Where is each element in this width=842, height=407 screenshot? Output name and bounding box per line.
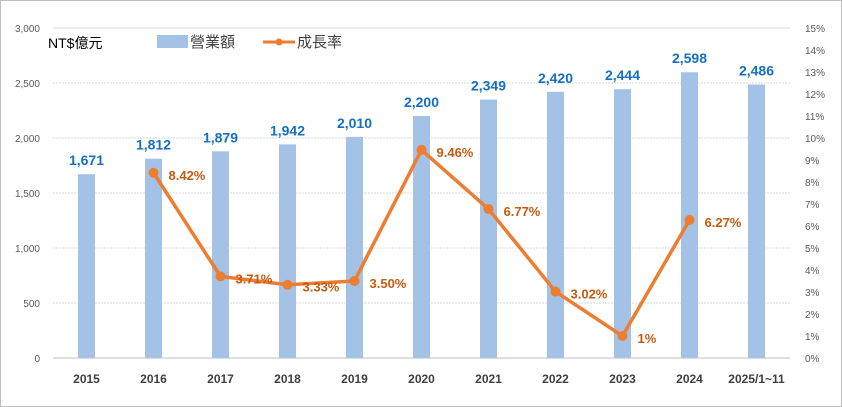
right-tick-label: 0%	[805, 354, 820, 365]
left-tick-label: 3,000	[15, 24, 40, 35]
bar-data-label: 2,598	[672, 50, 707, 66]
bar	[413, 116, 430, 358]
right-tick-label: 15%	[805, 24, 825, 35]
line-data-label: 3.33%	[303, 280, 340, 295]
line-data-label: 3.02%	[571, 287, 608, 302]
line-data-label: 9.46%	[437, 145, 474, 160]
legend-label-line: 成長率	[297, 34, 342, 51]
line-marker	[483, 204, 494, 215]
unit-label: NT$億元	[48, 35, 102, 51]
left-tick-label: 1,500	[15, 189, 40, 200]
legend-marker-line	[275, 38, 283, 46]
bar-data-label: 2,010	[337, 115, 372, 131]
bar-data-labels: 1,671 1,812 1,879 1,942 2,010 2,200 2,349 2,420…	[69, 50, 774, 168]
legend-label-bar: 營業額	[190, 34, 235, 51]
bar	[212, 151, 229, 358]
line-marker	[617, 331, 628, 341]
left-tick-label: 2,500	[15, 79, 40, 90]
bar-data-label: 1,671	[69, 152, 104, 168]
line-data-label: 6.77%	[504, 204, 541, 219]
x-tick-label: 2015	[73, 372, 100, 386]
x-axis: 2015 2016 2017 2018 2019 2020 2021 2022 2023 2024…	[73, 372, 785, 386]
line-data-label: 8.42%	[169, 168, 206, 183]
bar-data-label: 2,200	[404, 94, 439, 110]
line-marker	[215, 271, 226, 282]
line-marker	[684, 215, 695, 226]
x-tick-label: 2017	[207, 372, 234, 386]
left-tick-label: 1,000	[15, 244, 40, 255]
x-tick-label: 2024	[676, 372, 703, 386]
right-tick-label: 3%	[805, 288, 820, 299]
bar-data-label: 2,486	[739, 63, 774, 79]
bar	[346, 136, 363, 358]
line-data-label: 1%	[638, 331, 657, 346]
line-marker	[282, 279, 293, 290]
bar	[614, 89, 631, 358]
bar-data-label: 2,349	[471, 78, 506, 94]
bar	[748, 84, 765, 358]
bar-data-label: 2,444	[605, 67, 640, 83]
left-axis: 0 500 1,000 1,500 2,000 2,500 3,000	[15, 24, 40, 365]
line-marker	[550, 286, 561, 297]
bar	[547, 91, 564, 359]
x-tick-label: 2021	[475, 372, 502, 386]
right-tick-label: 9%	[805, 156, 820, 167]
right-tick-label: 4%	[805, 266, 820, 277]
bar	[78, 174, 95, 358]
bar	[145, 158, 162, 358]
line-data-label: 3.50%	[370, 276, 407, 291]
x-tick-label: 2023	[609, 372, 636, 386]
right-tick-label: 5%	[805, 244, 820, 255]
bar	[480, 99, 497, 359]
bar-data-label: 1,812	[136, 137, 171, 153]
line-marker	[148, 167, 159, 178]
bar-series	[78, 72, 765, 359]
right-tick-label: 8%	[805, 178, 820, 189]
right-tick-label: 13%	[805, 68, 825, 79]
left-tick-label: 500	[23, 299, 40, 310]
bar-data-label: 1,879	[203, 129, 238, 145]
right-tick-label: 10%	[805, 134, 825, 145]
right-tick-label: 11%	[805, 112, 824, 123]
x-tick-label: 2020	[408, 372, 435, 386]
bar-data-label: 2,420	[538, 70, 573, 86]
right-tick-label: 12%	[805, 90, 825, 101]
x-tick-label: 2022	[542, 372, 569, 386]
bar-data-label: 1,942	[270, 122, 305, 138]
right-tick-label: 7%	[805, 200, 820, 211]
left-tick-label: 0	[34, 354, 40, 365]
right-tick-label: 6%	[805, 222, 820, 233]
right-tick-label: 2%	[805, 310, 820, 321]
right-tick-label: 1%	[805, 332, 820, 343]
line-data-label: 3.71%	[236, 271, 273, 286]
line-marker	[416, 144, 427, 155]
x-tick-label: 2016	[140, 372, 167, 386]
left-tick-label: 2,000	[15, 134, 40, 145]
bar	[279, 144, 296, 358]
x-tick-label: 2025/1~11	[728, 372, 785, 386]
x-tick-label: 2018	[274, 372, 301, 386]
line-data-labels: 8.42% 3.71% 3.33% 3.50% 9.46% 6.77% 3.02% 1% 6.2…	[169, 145, 742, 346]
legend-swatch-bar	[157, 35, 188, 48]
right-tick-label: 14%	[805, 46, 825, 57]
legend: 營業額 成長率	[157, 34, 342, 51]
line-series	[148, 144, 695, 341]
line-marker	[349, 276, 360, 286]
x-tick-label: 2019	[341, 372, 368, 386]
right-axis: 0% 1% 2% 3% 4% 5% 6% 7% 8% 9% 10% 11% 12% 13% 14% 15%	[805, 24, 825, 365]
line-data-label: 6.27%	[705, 215, 742, 230]
